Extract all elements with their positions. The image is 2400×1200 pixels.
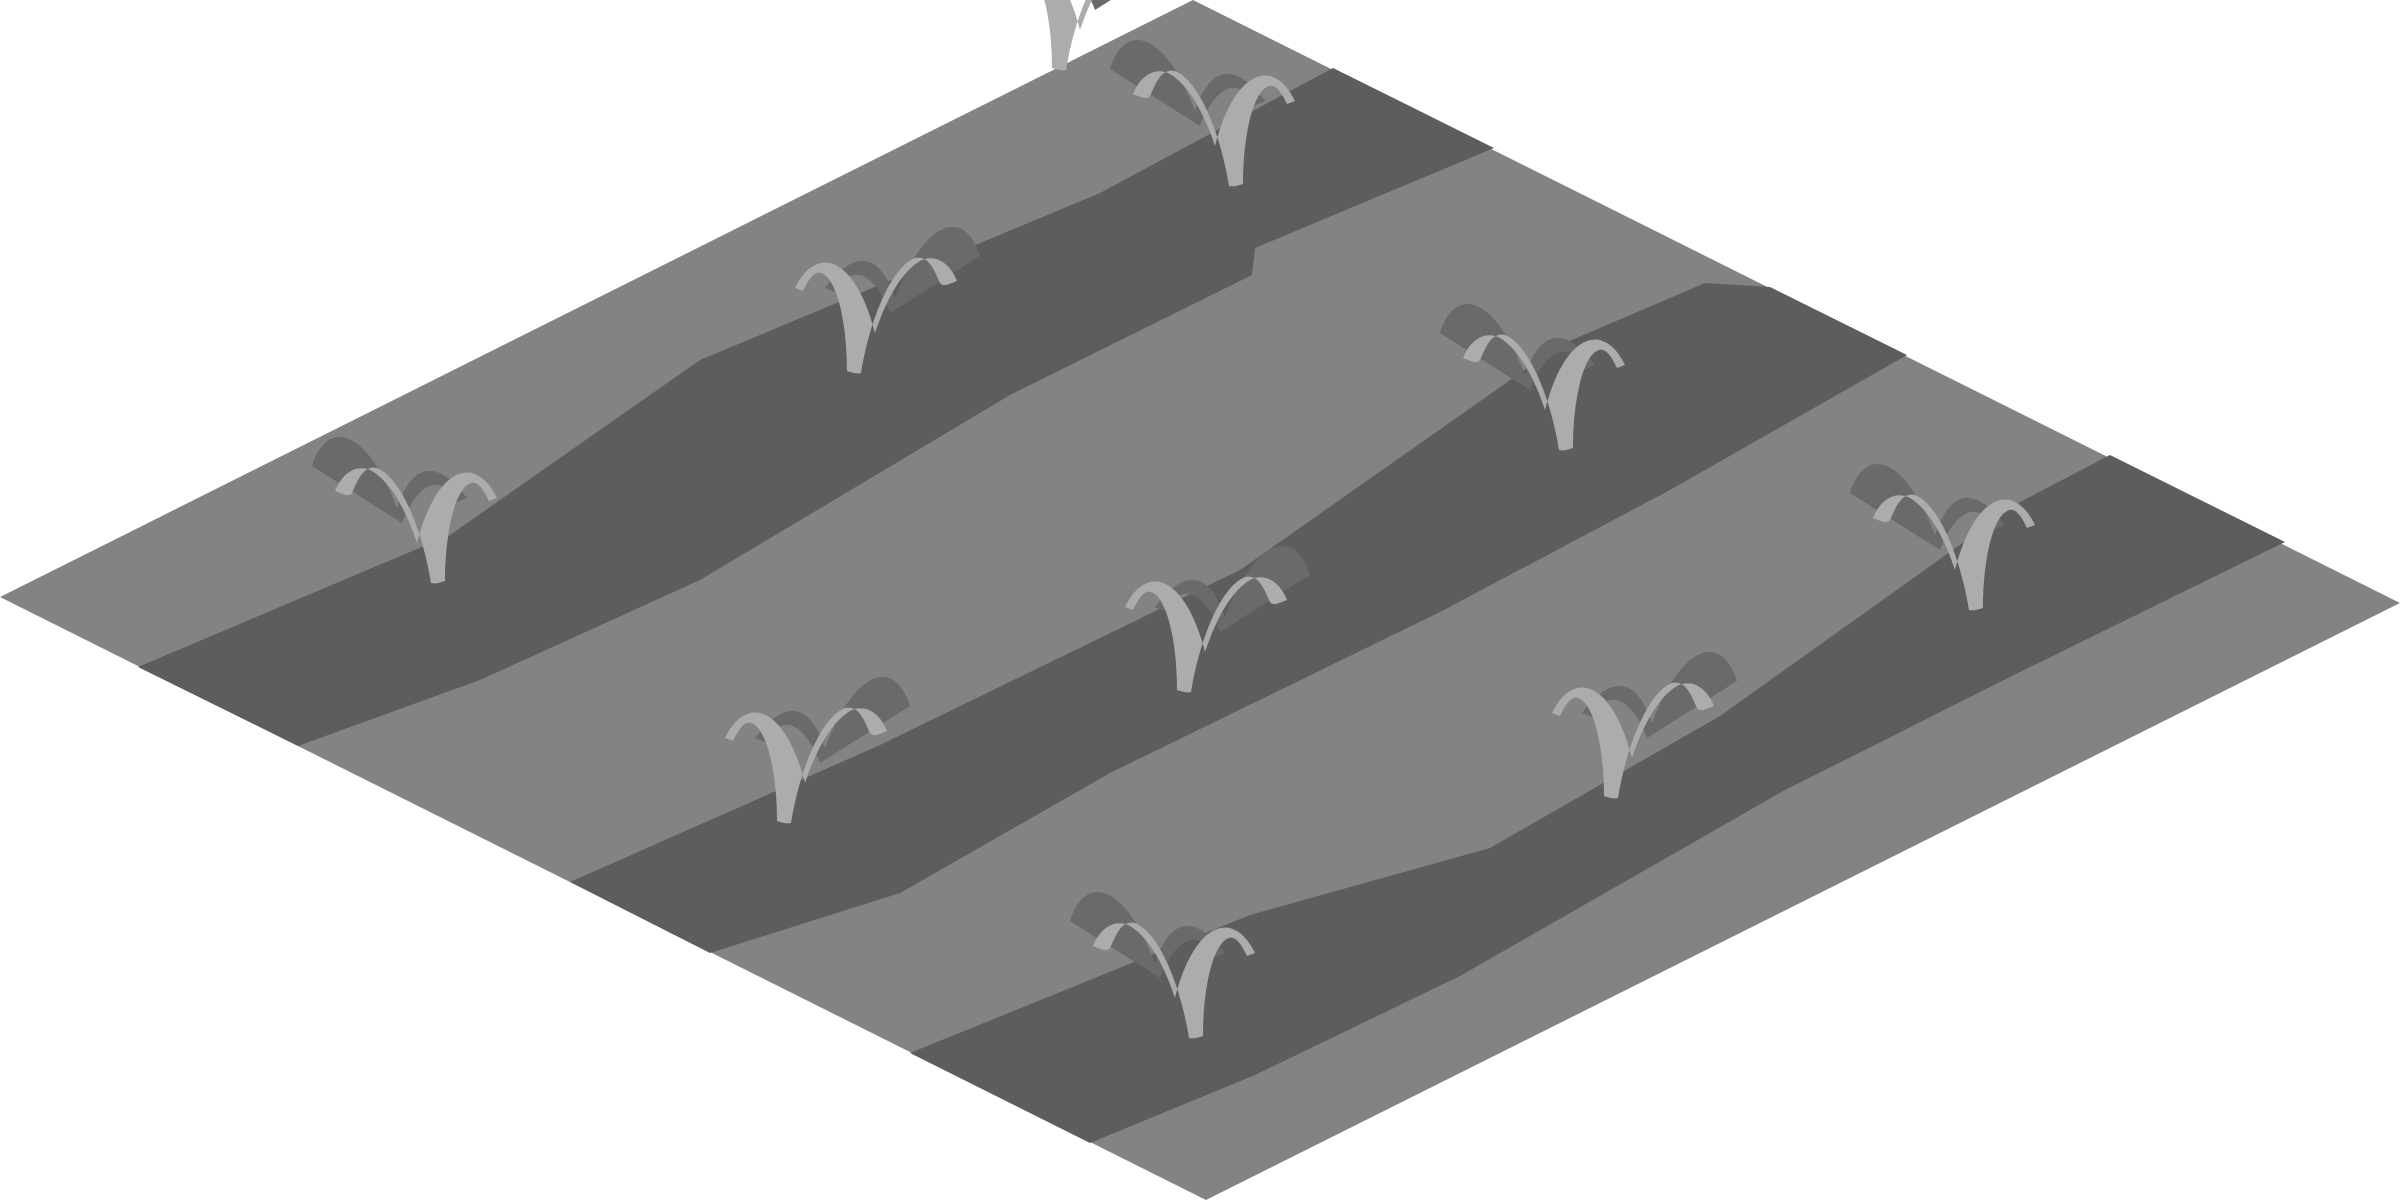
sprout-leaf [1093, 922, 1255, 1039]
sprout-icon [1552, 652, 1737, 799]
sprout-leaf [1125, 576, 1287, 693]
sprout-shadow [1110, 40, 1265, 126]
sprout-icon [1070, 892, 1255, 1039]
sprout-leaf [1133, 70, 1295, 187]
sprout-leaf [1044, 0, 1093, 71]
furrow-row [138, 68, 1494, 746]
sprout-shadow [1090, 0, 1111, 10]
sprout-shadow [1070, 892, 1225, 978]
sprout-icon [1850, 464, 2035, 611]
sprout-leaf [1463, 334, 1625, 451]
sprout-icon [725, 677, 910, 824]
sprout-shadow [1850, 464, 2005, 550]
sprout-icon [1440, 304, 1625, 451]
sprout-shadow [1440, 304, 1595, 390]
sprout-icon [1044, 0, 1111, 71]
sprout-leaf [795, 257, 957, 374]
sprout-shadow [312, 437, 467, 523]
sprout-leaf [725, 707, 887, 824]
sprout-icon [1125, 546, 1310, 693]
furrow-row [910, 455, 2285, 1143]
sprout-leaf [1552, 682, 1714, 799]
sprout-shadow [1582, 652, 1737, 738]
sprout-leaf [335, 467, 497, 584]
sprout-icon [795, 227, 980, 374]
sprout-shadow [825, 227, 980, 313]
sprout-icon [312, 437, 497, 584]
sprouts-layer [312, 0, 2035, 1039]
sprout-shadow [755, 677, 910, 763]
sprout-leaf [1873, 494, 2035, 611]
sprout-icon [1110, 40, 1295, 187]
sprout-shadow [1155, 546, 1310, 632]
